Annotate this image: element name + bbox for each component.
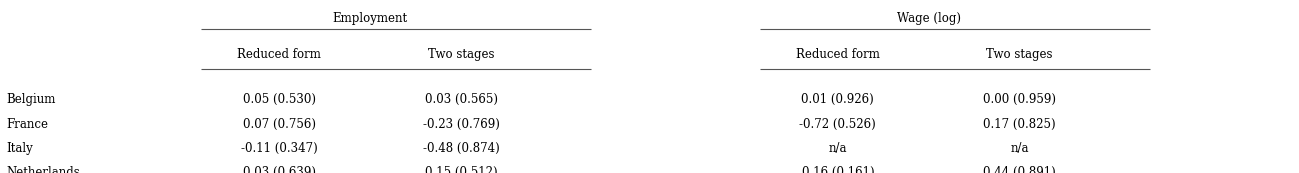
Text: 0.01 (0.926): 0.01 (0.926)	[801, 93, 874, 106]
Text: -0.11 (0.347): -0.11 (0.347)	[240, 142, 318, 155]
Text: Netherlands: Netherlands	[6, 166, 81, 173]
Text: -0.23 (0.769): -0.23 (0.769)	[422, 118, 500, 131]
Text: n/a: n/a	[1011, 142, 1029, 155]
Text: n/a: n/a	[829, 142, 847, 155]
Text: Two stages: Two stages	[427, 48, 495, 61]
Text: 0.03 (0.639): 0.03 (0.639)	[243, 166, 316, 173]
Text: 0.05 (0.530): 0.05 (0.530)	[243, 93, 316, 106]
Text: 0.03 (0.565): 0.03 (0.565)	[425, 93, 498, 106]
Text: Italy: Italy	[6, 142, 34, 155]
Text: Reduced form: Reduced form	[796, 48, 879, 61]
Text: Employment: Employment	[333, 12, 408, 25]
Text: 0.44 (0.891): 0.44 (0.891)	[983, 166, 1056, 173]
Text: France: France	[6, 118, 48, 131]
Text: Wage (log): Wage (log)	[896, 12, 961, 25]
Text: 0.17 (0.825): 0.17 (0.825)	[983, 118, 1056, 131]
Text: Reduced form: Reduced form	[238, 48, 321, 61]
Text: 0.07 (0.756): 0.07 (0.756)	[243, 118, 316, 131]
Text: -0.72 (0.526): -0.72 (0.526)	[799, 118, 877, 131]
Text: 0.15 (0.512): 0.15 (0.512)	[425, 166, 498, 173]
Text: 0.16 (0.161): 0.16 (0.161)	[801, 166, 874, 173]
Text: Belgium: Belgium	[6, 93, 56, 106]
Text: 0.00 (0.959): 0.00 (0.959)	[983, 93, 1056, 106]
Text: -0.48 (0.874): -0.48 (0.874)	[422, 142, 500, 155]
Text: Two stages: Two stages	[986, 48, 1053, 61]
